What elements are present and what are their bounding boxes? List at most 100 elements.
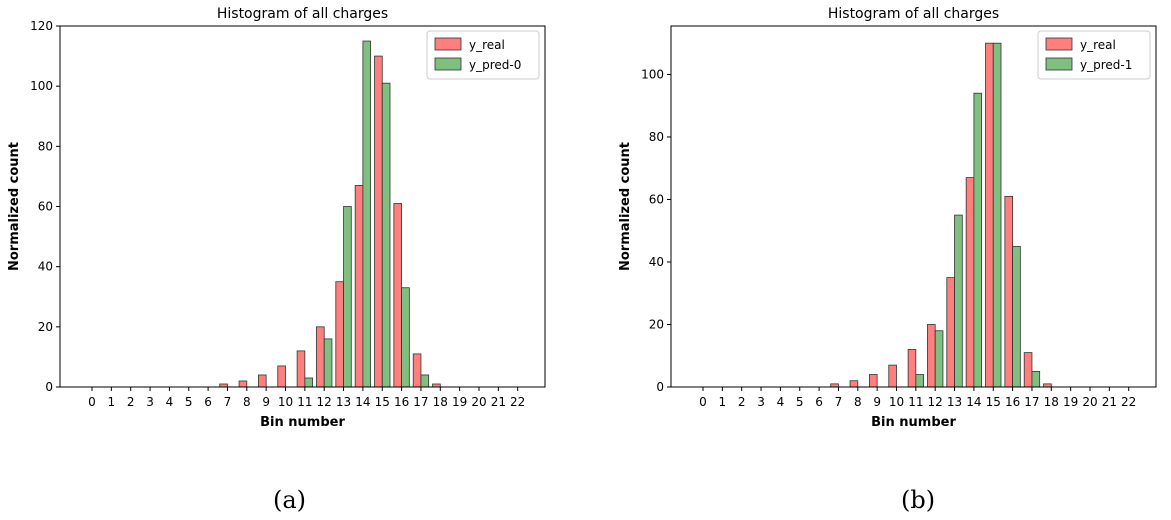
x-tick-label: 16 (394, 395, 409, 409)
x-tick-label: 8 (243, 395, 251, 409)
x-tick-label: 17 (1024, 395, 1039, 409)
x-tick-label: 14 (355, 395, 370, 409)
x-tick-label: 2 (127, 395, 135, 409)
chart-panel-b: Histogram of all charges 0 1 2 3 4 5 6 7 8 9 10 11 12… (611, 0, 1171, 460)
x-tick-label: 4 (777, 395, 785, 409)
y-tick-label: 100 (30, 79, 53, 93)
bar-y_real-13 (946, 277, 955, 388)
chart-panel-a: Histogram of all charges 0 1 2 3 4 5 6 7 8 9 10 11 12… (0, 0, 560, 460)
x-tick-label: 2 (738, 395, 746, 409)
x-tick-label: 3 (757, 395, 765, 409)
x-tick-label: 15 (986, 395, 1001, 409)
legend-swatch-y_real (434, 37, 462, 51)
bar-y_real-9 (869, 374, 878, 388)
x-tick-label: 19 (452, 395, 467, 409)
bar-y_pred-0-13 (343, 206, 352, 388)
bar-y_real-10 (277, 365, 286, 388)
x-tick-label: 4 (166, 395, 174, 409)
bar-y_real-12 (316, 326, 325, 388)
bar-y_real-14 (354, 185, 364, 388)
bar-y_pred-0-12 (323, 338, 333, 388)
bar-y_real-9 (258, 374, 267, 388)
bar-y_pred-0-15 (381, 82, 391, 388)
y-tick-label: 0 (45, 380, 53, 394)
x-tick-label: 17 (413, 395, 428, 409)
x-tick-label: 10 (278, 395, 293, 409)
bar-y_pred-1-13 (954, 214, 963, 388)
x-tick-label: 20 (1082, 395, 1097, 409)
bar-y_real-15 (985, 42, 994, 388)
x-tick-label: 3 (146, 395, 154, 409)
bar-y_real-10 (888, 364, 897, 388)
x-tick-label: 22 (1121, 395, 1136, 409)
legend-swatch-y_real (1045, 37, 1073, 51)
bar-y_real-8 (849, 380, 859, 388)
bar-y_pred-1-17 (1031, 370, 1041, 388)
x-tick-label: 11 (908, 395, 923, 409)
x-tick-label: 18 (433, 395, 448, 409)
x-tick-label: 19 (1063, 395, 1078, 409)
y-tick-label: 40 (38, 260, 53, 274)
bar-y_pred-1-16 (1012, 245, 1021, 388)
bar-y_real-11 (296, 350, 306, 388)
x-tick-label: 5 (796, 395, 804, 409)
caption-a: (a) (273, 486, 307, 514)
x-tick-label: 0 (699, 395, 707, 409)
bar-y_real-14 (965, 177, 975, 388)
x-tick-label: 16 (1005, 395, 1020, 409)
bar-y_pred-1-12 (934, 330, 944, 388)
y-tick-label: 80 (38, 139, 53, 153)
chart-title: Histogram of all charges (217, 6, 388, 22)
y-tick-label: 120 (30, 19, 53, 33)
x-tick-label: 6 (815, 395, 823, 409)
bar-y_real-16 (1004, 195, 1013, 388)
x-tick-label: 12 (928, 395, 943, 409)
x-tick-label: 0 (88, 395, 96, 409)
x-tick-label: 1 (108, 395, 116, 409)
y-tick-label: 60 (38, 200, 53, 214)
legend-label-y_pred-1: y_pred-1 (1080, 58, 1132, 72)
bar-y_pred-0-11 (304, 377, 313, 388)
bar-y_real-13 (335, 281, 344, 388)
x-tick-label: 10 (889, 395, 904, 409)
x-tick-label: 8 (854, 395, 862, 409)
y-tick-label: 60 (649, 192, 664, 206)
x-tick-label: 13 (336, 395, 351, 409)
bar-y_real-16 (393, 203, 402, 388)
bar-y_real-8 (238, 380, 248, 388)
x-tick-label: 18 (1044, 395, 1059, 409)
x-tick-label: 7 (224, 395, 232, 409)
x-tick-label: 12 (317, 395, 332, 409)
x-tick-label: 15 (375, 395, 390, 409)
y-tick-label: 40 (649, 255, 664, 269)
bar-y_real-17 (1023, 352, 1033, 388)
x-tick-label: 9 (873, 395, 881, 409)
bar-y_real-12 (927, 324, 936, 388)
legend-label-y_real: y_real (469, 38, 505, 52)
bar-y_pred-1-11 (915, 374, 924, 388)
y-tick-label: 80 (649, 130, 664, 144)
x-axis-label: Bin number (260, 415, 345, 430)
y-axis-label: Normalized count (7, 142, 22, 271)
bar-y_pred-1-14 (973, 92, 983, 388)
legend-label-y_pred-0: y_pred-0 (469, 58, 521, 72)
x-tick-label: 20 (471, 395, 486, 409)
legend-swatch-y_pred-1 (1045, 57, 1073, 71)
x-axis-label: Bin number (871, 415, 956, 430)
x-tick-label: 22 (510, 395, 525, 409)
y-tick-label: 20 (649, 317, 664, 331)
bar-y_pred-1-15 (992, 42, 1002, 388)
chart-title: Histogram of all charges (828, 6, 999, 22)
y-tick-label: 20 (38, 320, 53, 334)
x-tick-label: 7 (835, 395, 843, 409)
legend-swatch-y_pred-0 (434, 57, 462, 71)
y-tick-label: 100 (641, 67, 664, 81)
x-tick-label: 14 (966, 395, 981, 409)
x-tick-label: 6 (204, 395, 212, 409)
axes-frame (59, 25, 546, 388)
bar-y_pred-0-17 (420, 374, 430, 388)
bar-y_real-11 (907, 349, 917, 388)
bar-y_real-17 (412, 353, 422, 388)
axes-frame (670, 25, 1157, 388)
